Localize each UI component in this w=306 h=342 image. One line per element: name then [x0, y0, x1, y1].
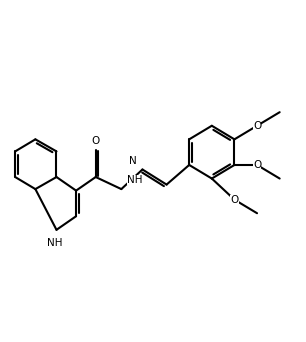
- Text: O: O: [230, 195, 239, 205]
- Text: O: O: [91, 136, 100, 146]
- Text: N: N: [129, 157, 137, 167]
- Text: O: O: [253, 160, 261, 170]
- Text: O: O: [253, 121, 261, 131]
- Text: NH: NH: [127, 175, 142, 185]
- Text: NH: NH: [47, 238, 63, 248]
